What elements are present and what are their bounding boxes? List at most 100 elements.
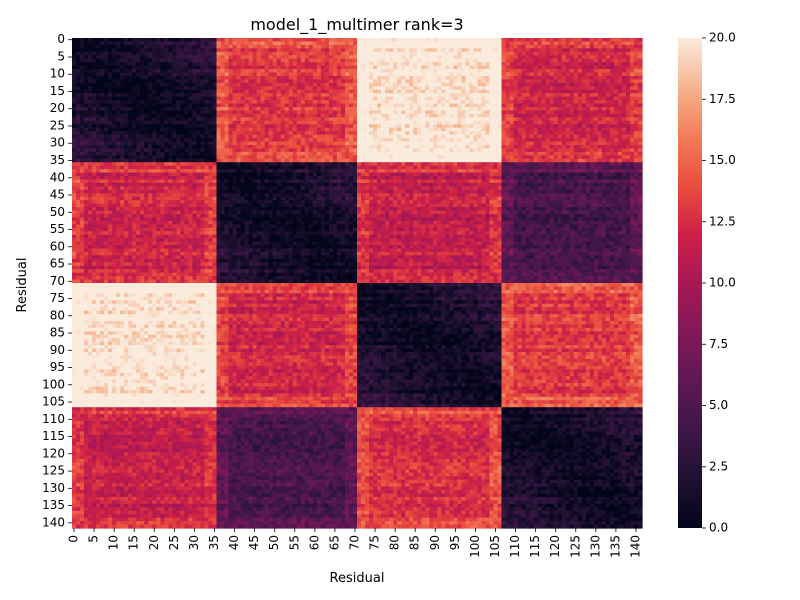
heatmap-cell [337, 114, 342, 118]
heatmap-cell [425, 48, 430, 52]
heatmap-cell [469, 86, 474, 90]
heatmap-cell [140, 159, 145, 163]
heatmap-cell [192, 93, 197, 97]
heatmap-cell [144, 124, 149, 128]
heatmap-cell [196, 73, 201, 77]
heatmap-cell [461, 107, 466, 111]
heatmap-cell [357, 124, 362, 128]
heatmap-cell [120, 97, 125, 101]
heatmap-cell [606, 69, 611, 73]
heatmap-cell [301, 55, 306, 59]
heatmap-cell [602, 104, 607, 108]
heatmap-cell [566, 83, 571, 87]
heatmap-cell [614, 76, 619, 80]
heatmap-cell [80, 131, 85, 135]
heatmap-cell [321, 131, 326, 135]
heatmap-cell [518, 41, 523, 45]
heatmap-cell [457, 104, 462, 108]
heatmap-cell [321, 107, 326, 111]
heatmap-cell [92, 124, 97, 128]
heatmap-cell [473, 62, 478, 66]
heatmap-cell [554, 100, 559, 104]
heatmap-cell [285, 86, 290, 90]
heatmap-cell [590, 145, 595, 149]
heatmap-cell [305, 121, 310, 125]
heatmap-cell [321, 128, 326, 132]
heatmap-cell [469, 138, 474, 142]
heatmap-cell [180, 117, 185, 121]
heatmap-cell [104, 52, 109, 56]
heatmap-cell [217, 100, 222, 104]
heatmap-cell [309, 155, 314, 159]
heatmap-cell [208, 121, 213, 125]
heatmap-cell [192, 38, 197, 42]
heatmap-cell [598, 155, 603, 159]
heatmap-cell [321, 135, 326, 139]
heatmap-cell [534, 90, 539, 94]
heatmap-cell [120, 110, 125, 114]
heatmap-cell [550, 45, 555, 49]
heatmap-cell [176, 79, 181, 83]
heatmap-cell [80, 159, 85, 163]
heatmap-cell [257, 79, 262, 83]
heatmap-cell [76, 93, 81, 97]
heatmap-cell [610, 128, 615, 132]
heatmap-cell [225, 86, 230, 90]
heatmap-cell [586, 117, 591, 121]
heatmap-cell [192, 152, 197, 156]
heatmap-cell [124, 131, 129, 135]
heatmap-cell [325, 114, 330, 118]
heatmap-cell [253, 41, 258, 45]
heatmap-cell [401, 48, 406, 52]
heatmap-cell [433, 62, 438, 66]
heatmap-cell [301, 148, 306, 152]
heatmap-cell [253, 59, 258, 63]
heatmap-cell [437, 69, 442, 73]
heatmap-cell [341, 152, 346, 156]
heatmap-cell [297, 86, 302, 90]
heatmap-cell [84, 117, 89, 121]
heatmap-cell [538, 79, 543, 83]
heatmap-cell [152, 86, 157, 90]
heatmap-cell [164, 104, 169, 108]
heatmap-cell [473, 117, 478, 121]
heatmap-cell [497, 131, 502, 135]
heatmap-cell [245, 107, 250, 111]
heatmap-cell [365, 107, 370, 111]
heatmap-cell [566, 110, 571, 114]
heatmap-cell [180, 86, 185, 90]
heatmap-cell [116, 128, 121, 132]
heatmap-cell [136, 131, 141, 135]
heatmap-cell [570, 41, 575, 45]
heatmap-cell [578, 45, 583, 49]
heatmap-cell [453, 90, 458, 94]
heatmap-cell [497, 55, 502, 59]
heatmap-cell [461, 138, 466, 142]
heatmap-cell [104, 152, 109, 156]
heatmap-cell [590, 83, 595, 87]
heatmap-cell [176, 55, 181, 59]
heatmap-cell [373, 73, 378, 77]
heatmap-cell [233, 142, 238, 146]
heatmap-cell [622, 142, 627, 146]
heatmap-cell [313, 69, 318, 73]
heatmap-cell [493, 83, 498, 87]
heatmap-cell [417, 155, 422, 159]
heatmap-cell [164, 41, 169, 45]
heatmap-cell [337, 124, 342, 128]
heatmap-cell [301, 73, 306, 77]
heatmap-cell [630, 55, 635, 59]
heatmap-cell [477, 145, 482, 149]
heatmap-cell [265, 128, 270, 132]
heatmap-cell [208, 148, 213, 152]
heatmap-cell [208, 73, 213, 77]
heatmap-cell [172, 90, 177, 94]
heatmap-cell [630, 83, 635, 87]
heatmap-cell [441, 83, 446, 87]
heatmap-cell [92, 121, 97, 125]
heatmap-cell [429, 107, 434, 111]
heatmap-cell [457, 135, 462, 139]
heatmap-cell [373, 48, 378, 52]
heatmap-cell [180, 62, 185, 66]
heatmap-cell [265, 69, 270, 73]
